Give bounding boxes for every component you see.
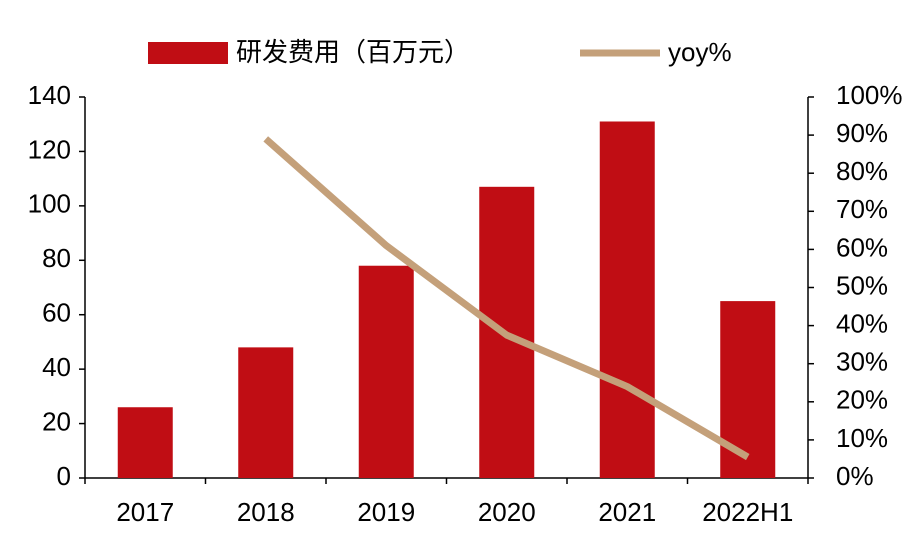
bar — [720, 301, 776, 478]
y-tick-label: 120 — [28, 134, 71, 164]
x-tick-label: 2020 — [478, 497, 536, 527]
y2-tick-label: 100% — [836, 80, 903, 110]
legend-swatch — [148, 42, 228, 64]
bar — [599, 121, 655, 478]
x-tick-label: 2022H1 — [702, 497, 793, 527]
y2-tick-label: 30% — [836, 347, 888, 377]
y-tick-label: 60 — [42, 298, 71, 328]
y2-tick-label: 90% — [836, 118, 888, 148]
y2-tick-label: 80% — [836, 156, 888, 186]
y2-tick-label: 0% — [836, 461, 874, 491]
y-tick-label: 100 — [28, 189, 71, 219]
x-tick-label: 2017 — [116, 497, 174, 527]
y2-tick-label: 70% — [836, 194, 888, 224]
bar — [238, 347, 294, 478]
y-tick-label: 0 — [57, 461, 71, 491]
x-tick-label: 2018 — [237, 497, 295, 527]
y-tick-label: 20 — [42, 406, 71, 436]
y-tick-label: 40 — [42, 352, 71, 382]
bar — [358, 265, 414, 478]
legend-label: 研发费用（百万元） — [236, 37, 470, 67]
x-tick-label: 2019 — [357, 497, 415, 527]
y2-tick-label: 10% — [836, 423, 888, 453]
y2-tick-label: 20% — [836, 385, 888, 415]
y2-tick-label: 60% — [836, 232, 888, 262]
legend-label: yoy% — [668, 37, 732, 67]
y-tick-label: 140 — [28, 80, 71, 110]
bar — [117, 407, 173, 478]
y2-tick-label: 40% — [836, 308, 888, 338]
line — [263, 136, 750, 461]
y-tick-label: 80 — [42, 243, 71, 273]
y2-tick-label: 50% — [836, 270, 888, 300]
x-tick-label: 2021 — [598, 497, 656, 527]
